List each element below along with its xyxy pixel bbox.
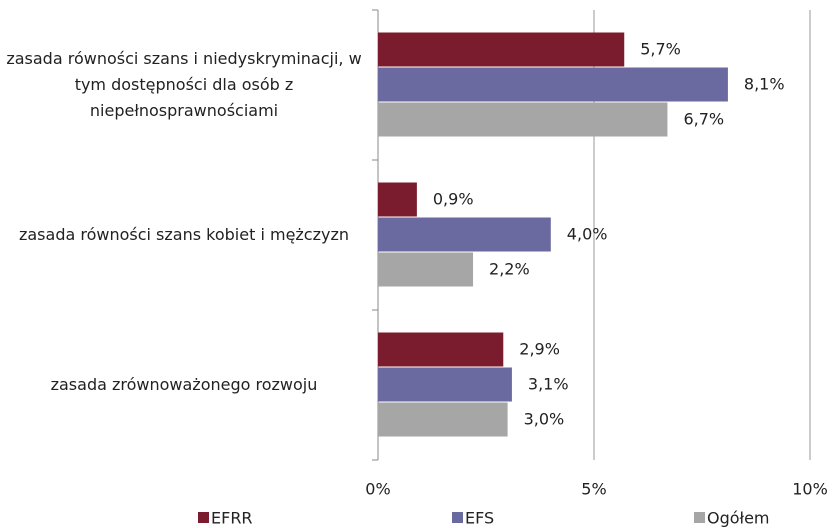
legend-swatch <box>452 512 463 523</box>
y-tick-label: zasada zrównoważonego rozwoju <box>50 375 318 394</box>
legend-label: EFRR <box>211 509 253 528</box>
x-tick-label: 0% <box>365 480 390 499</box>
value-label: 3,0% <box>524 410 565 429</box>
value-label: 2,9% <box>519 340 560 359</box>
legend-label: EFS <box>465 509 494 528</box>
value-label: 0,9% <box>433 190 474 209</box>
value-label: 5,7% <box>640 40 681 59</box>
bar <box>378 67 728 102</box>
bar <box>378 217 551 252</box>
bar <box>378 102 668 137</box>
legend-swatch <box>198 512 209 523</box>
x-tick-label: 5% <box>581 480 606 499</box>
legend-swatch <box>694 512 705 523</box>
x-tick-label: 10% <box>792 480 828 499</box>
value-label: 3,1% <box>528 375 569 394</box>
bar <box>378 32 625 67</box>
value-label: 2,2% <box>489 260 530 279</box>
value-label: 8,1% <box>744 75 785 94</box>
y-tick-label: zasada równości szans kobiet i mężczyzn <box>18 225 350 244</box>
bar <box>378 367 512 402</box>
legend-label: Ogółem <box>707 509 770 528</box>
value-label: 4,0% <box>567 225 608 244</box>
bar <box>378 182 417 217</box>
y-tick-label: zasada równości szans i niedyskryminacji… <box>6 49 362 120</box>
bar <box>378 402 508 437</box>
bar <box>378 252 474 287</box>
value-label: 6,7% <box>683 110 724 129</box>
bar <box>378 332 504 367</box>
